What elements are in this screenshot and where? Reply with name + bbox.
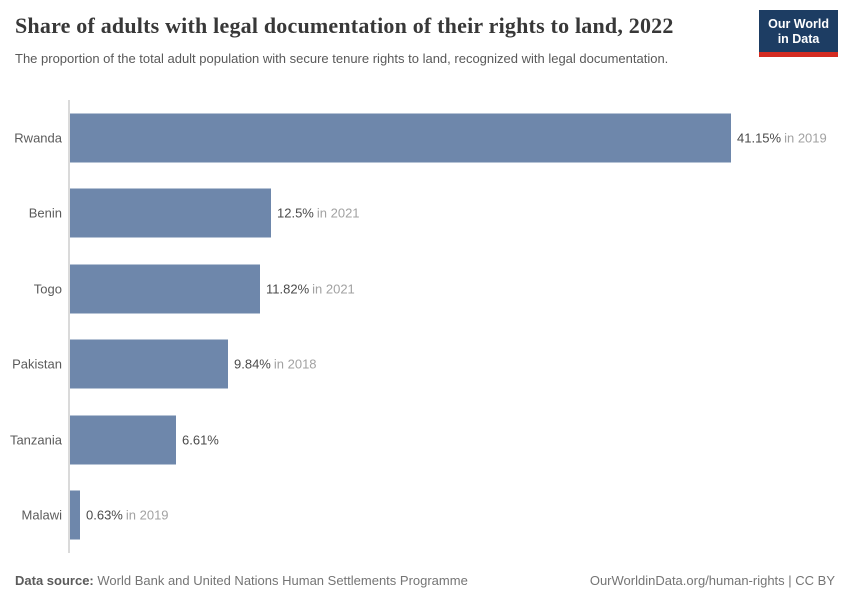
owid-logo-line1: Our World [768,17,829,31]
bar[interactable] [70,188,271,238]
value-text: 12.5% [277,205,314,221]
value-label: 9.84% in 2018 [234,357,317,372]
country-label: Benin [28,205,62,221]
bar-row: Pakistan 9.84% in 2018 [0,327,850,403]
owid-logo-line2: in Data [777,32,820,46]
bar[interactable] [70,339,228,389]
bar[interactable] [70,415,176,465]
country-label: Pakistan [12,356,62,372]
country-label: Tanzania [9,432,62,448]
bar-row: Tanzania 6.61% [0,402,850,478]
data-source: Data source: World Bank and United Natio… [15,573,468,588]
bar-chart: Rwanda 41.15% in 2019 Benin 12.5% in 2021 Togo… [0,100,850,553]
y-axis-line [68,100,70,553]
bar-row: Benin 12.5% in 2021 [0,176,850,252]
value-label: 11.82% in 2021 [266,281,355,296]
value-text: 0.63% [86,507,123,523]
owid-logo: Our World in Data [759,10,838,57]
year-text: in 2021 [312,281,355,297]
credit-link[interactable]: OurWorldinData.org/human-rights | CC BY [589,573,835,588]
value-label: 41.15% in 2019 [737,130,827,145]
chart-footer: Data source: World Bank and United Natio… [15,573,835,588]
value-text: 11.82% [266,281,310,297]
bar-row: Malawi 0.63% in 2019 [0,478,850,554]
value-text: 6.61% [182,432,219,448]
bar-row: Togo 11.82% in 2021 [0,251,850,327]
year-text: in 2019 [784,130,827,146]
data-source-text: World Bank and United Nations Human Sett… [97,573,468,588]
chart-title: Share of adults with legal documentation… [15,13,674,38]
country-label: Rwanda [14,130,62,146]
bar[interactable] [70,113,731,163]
year-text: in 2018 [273,356,317,372]
value-text: 41.15% [737,130,782,146]
bar[interactable] [70,264,260,314]
value-label: 12.5% in 2021 [277,206,360,221]
value-label: 6.61% [182,432,222,447]
data-source-label: Data source: [15,573,94,588]
year-text: in 2021 [316,205,360,221]
bar-rows: Rwanda 41.15% in 2019 Benin 12.5% in 2021 Togo… [0,100,850,553]
country-label: Togo [33,281,62,297]
country-label: Malawi [21,507,62,523]
value-label: 0.63% in 2019 [86,508,169,523]
bar-row: Rwanda 41.15% in 2019 [0,100,850,176]
year-text: in 2019 [125,507,169,523]
chart-subtitle: The proportion of the total adult popula… [15,51,669,66]
bar[interactable] [70,490,80,540]
value-text: 9.84% [234,356,271,372]
